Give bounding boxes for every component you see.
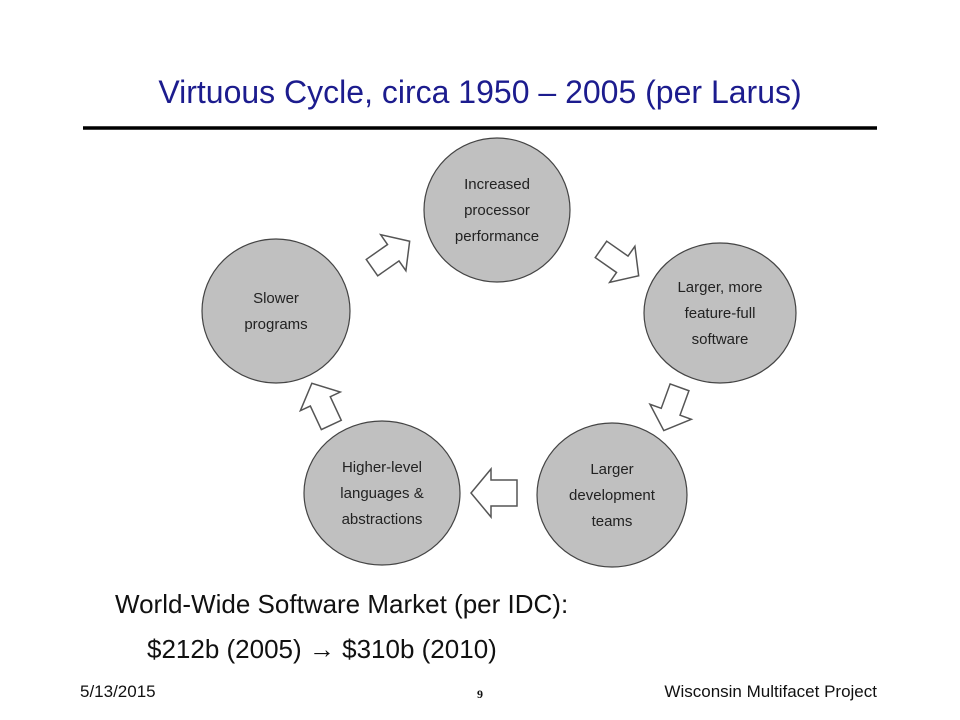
- node-shape: [303, 420, 461, 566]
- node-label: abstractions: [342, 511, 423, 528]
- cycle-arrow: [648, 382, 694, 432]
- node-label: development: [569, 487, 656, 504]
- node-shape: [423, 137, 571, 283]
- node-label: languages &: [340, 485, 423, 502]
- cycle-nodes: Increased processor performance Larger, mor…: [201, 137, 797, 568]
- node-label: feature-full: [685, 305, 756, 322]
- node-label: Larger: [590, 461, 633, 478]
- cycle-arrow: [594, 240, 640, 284]
- node: Slower programs: [201, 238, 351, 384]
- node-label: Larger, more: [677, 279, 762, 296]
- node-label: software: [692, 331, 749, 348]
- node-label: programs: [244, 316, 307, 333]
- cycle-arrow: [298, 382, 343, 431]
- page-number: 9: [477, 687, 483, 701]
- node-shape: [201, 238, 351, 384]
- node-label: performance: [455, 228, 539, 245]
- market-detail: $212b (2005) → $310b (2010): [147, 634, 497, 664]
- node: Higher-level languages & abstractions: [303, 420, 461, 566]
- node: Larger, more feature-full software: [643, 242, 797, 384]
- market-heading: World-Wide Software Market (per IDC):: [115, 589, 568, 619]
- footer-date: 5/13/2015: [80, 682, 156, 701]
- cycle-arrow: [470, 466, 518, 520]
- node-label: teams: [592, 513, 633, 530]
- node-label: Increased: [464, 176, 530, 193]
- footer-project: Wisconsin Multifacet Project: [664, 682, 877, 701]
- cycle-arrow: [365, 233, 411, 277]
- node: Increased processor performance: [423, 137, 571, 283]
- arrows: [298, 233, 694, 520]
- node-label: Higher-level: [342, 459, 422, 476]
- node-label: Slower: [253, 290, 299, 307]
- title: Virtuous Cycle, circa 1950 – 2005 (per L…: [158, 74, 801, 110]
- node-shape: [536, 422, 688, 568]
- node: Larger development teams: [536, 422, 688, 568]
- node-shape: [643, 242, 797, 384]
- node-label: processor: [464, 202, 530, 219]
